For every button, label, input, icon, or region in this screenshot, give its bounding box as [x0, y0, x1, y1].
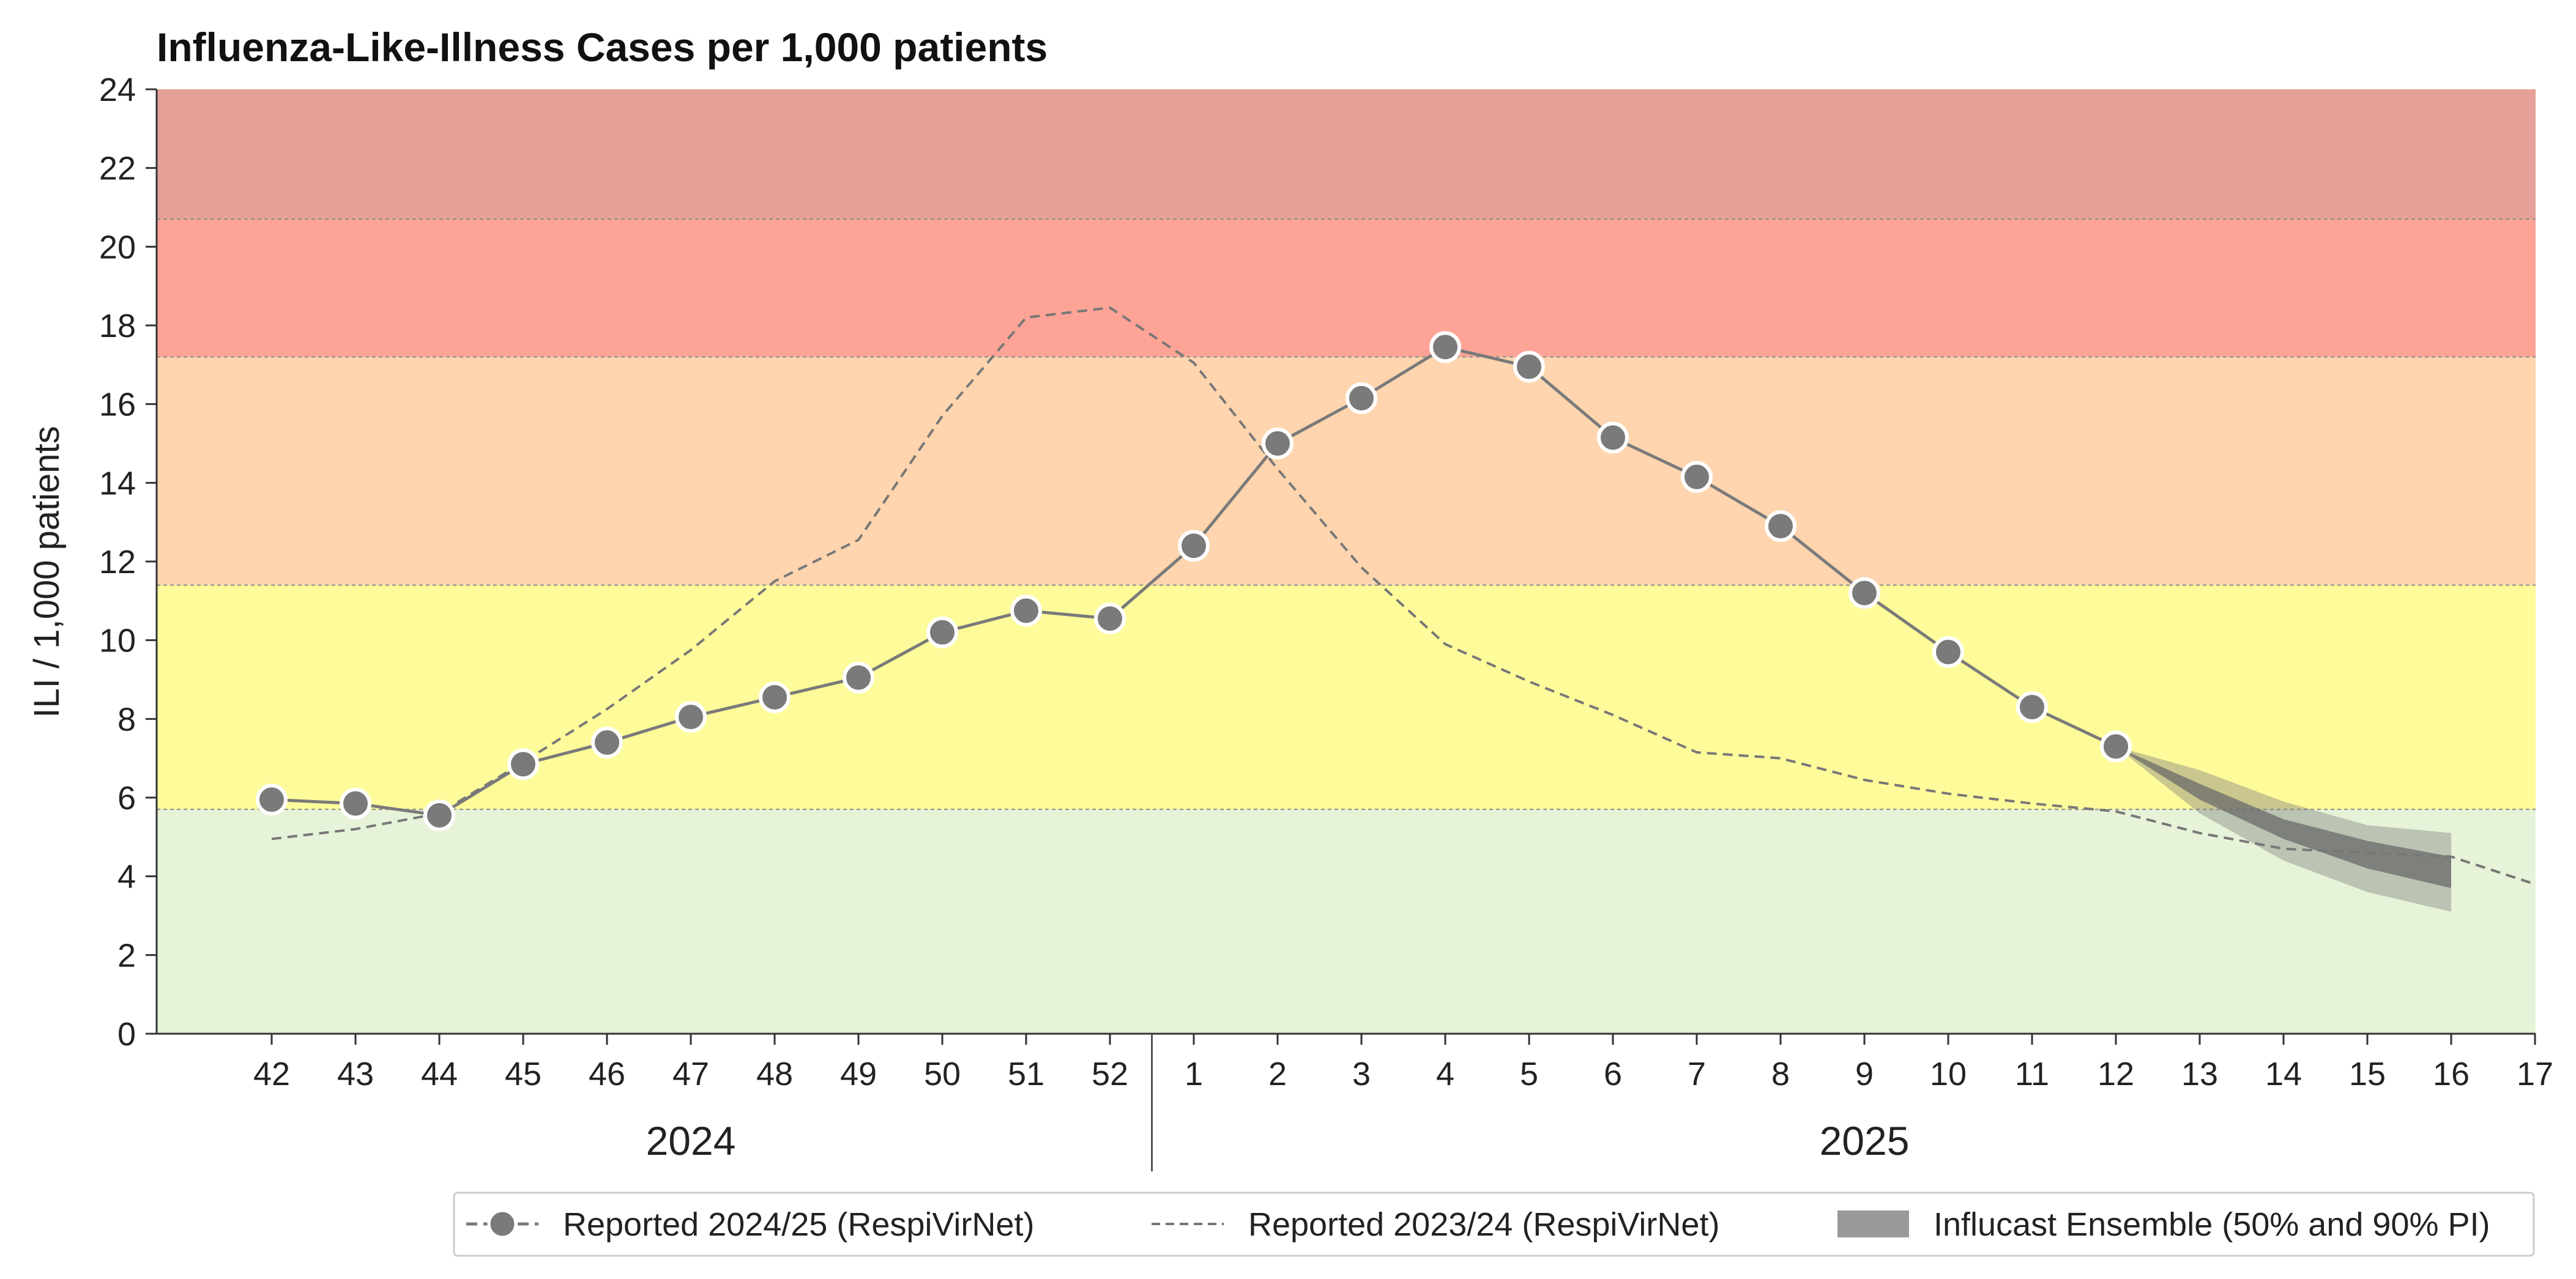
x-tick-label: 44: [421, 1056, 458, 1092]
point-2024-25-week-6: [1597, 421, 1629, 454]
y-tick-label: 18: [99, 308, 136, 344]
intensity-band-1: [157, 585, 2536, 810]
x-tick-label: 2: [1268, 1056, 1287, 1092]
x-tick-label: 52: [1092, 1056, 1128, 1092]
point-2024-25-week-49: [843, 661, 874, 694]
point-2024-25-week-4: [1429, 331, 1461, 363]
x-tick-label: 9: [1855, 1056, 1874, 1092]
intensity-band-3: [157, 219, 2536, 357]
x-tick-label: 13: [2181, 1056, 2218, 1092]
x-tick-label: 14: [2265, 1056, 2302, 1092]
point-2024-25-week-47: [675, 701, 707, 733]
point-2024-25-week-45: [507, 748, 539, 780]
x-tick-label: 48: [756, 1056, 793, 1092]
point-2024-25-week-46: [591, 726, 623, 758]
point-2024-25-week-9: [1848, 577, 1880, 609]
y-axis-label: ILI / 1,000 patients: [27, 426, 67, 717]
series-2024-25: [256, 331, 2132, 831]
point-2024-25-week-1: [1178, 530, 1210, 562]
intensity-bands: [157, 89, 2536, 1034]
y-tick-label: 12: [99, 544, 136, 580]
legend-swatch-forecast: [1837, 1210, 1909, 1237]
y-tick-label: 16: [99, 387, 136, 423]
series-2023-24: [271, 306, 2536, 886]
line-2023-24: [271, 306, 2536, 886]
point-2024-25-week-50: [926, 616, 958, 648]
y-tick-label: 10: [99, 623, 136, 659]
y-tick-label: 14: [99, 465, 136, 502]
y-tick-label: 6: [117, 780, 136, 817]
y-tick-label: 22: [99, 150, 136, 187]
x-tick-label: 15: [2349, 1056, 2386, 1092]
year-label: 2025: [1820, 1118, 1910, 1163]
x-tick-label: 16: [2433, 1056, 2470, 1092]
year-label: 2024: [646, 1118, 736, 1163]
point-2024-25-week-7: [1681, 461, 1713, 493]
x-tick-label: 7: [1688, 1056, 1706, 1092]
x-tick-label: 5: [1520, 1056, 1538, 1092]
y-tick-label: 4: [117, 859, 136, 895]
y-tick-label: 20: [99, 229, 136, 265]
point-2024-25-week-3: [1346, 382, 1377, 415]
legend: Reported 2024/25 (RespiVirNet) Reported 2…: [453, 1192, 2535, 1257]
point-2024-25-week-5: [1513, 350, 1545, 383]
x-tick-label: 12: [2098, 1056, 2134, 1092]
x-tick-label: 49: [840, 1056, 877, 1092]
x-tick-label: 1: [1185, 1056, 1203, 1092]
x-tick-label: 43: [337, 1056, 374, 1092]
x-tick-label: 4: [1436, 1056, 1454, 1092]
point-2024-25-week-51: [1010, 595, 1042, 627]
chart-title: Influenza-Like-Illness Cases per 1,000 p…: [157, 24, 1048, 70]
point-2024-25-week-52: [1094, 602, 1126, 635]
point-2024-25-week-8: [1765, 510, 1796, 543]
intensity-band-0: [157, 809, 2536, 1034]
legend-label-2024-25: Reported 2024/25 (RespiVirNet): [563, 1206, 1034, 1243]
point-2024-25-week-42: [256, 784, 288, 816]
point-2024-25-week-10: [1932, 636, 1964, 668]
x-tick-label: 50: [924, 1056, 961, 1092]
x-tick-label: 8: [1771, 1056, 1790, 1092]
intensity-band-4: [157, 89, 2536, 220]
point-2024-25-week-2: [1262, 428, 1294, 459]
x-tick-label: 51: [1008, 1056, 1044, 1092]
x-tick-label: 47: [672, 1056, 709, 1092]
y-tick-label: 24: [99, 72, 136, 108]
point-2024-25-week-12: [2100, 730, 2132, 763]
point-2024-25-week-11: [2016, 691, 2048, 724]
x-tick-label: 42: [253, 1056, 290, 1092]
legend-marker-2024-25: [487, 1209, 518, 1239]
x-tick-label: 46: [589, 1056, 625, 1092]
legend-box: [453, 1192, 2535, 1257]
x-tick-label: 3: [1352, 1056, 1371, 1092]
x-tick-label: 10: [1930, 1056, 1967, 1092]
x-tick-label: 17: [2517, 1056, 2553, 1092]
y-tick-label: 0: [117, 1016, 136, 1053]
legend-label-forecast: Influcast Ensemble (50% and 90% PI): [1934, 1206, 2490, 1243]
y-tick-label: 8: [117, 701, 136, 738]
point-2024-25-week-43: [340, 787, 371, 820]
x-axis: 42 43 44 45 46 47 48 49 50 51 52 1 2 3 4 5 6 7 8 9 10 11 12 13 1…: [157, 1032, 2553, 1171]
y-tick-label: 2: [117, 937, 136, 974]
legend-label-2023-24: Reported 2023/24 (RespiVirNet): [1248, 1206, 1719, 1243]
x-tick-label: 45: [505, 1056, 542, 1092]
x-tick-label: 11: [2015, 1056, 2049, 1092]
point-2024-25-week-44: [423, 799, 455, 831]
x-tick-label: 6: [1604, 1056, 1622, 1092]
point-2024-25-week-48: [759, 681, 791, 713]
